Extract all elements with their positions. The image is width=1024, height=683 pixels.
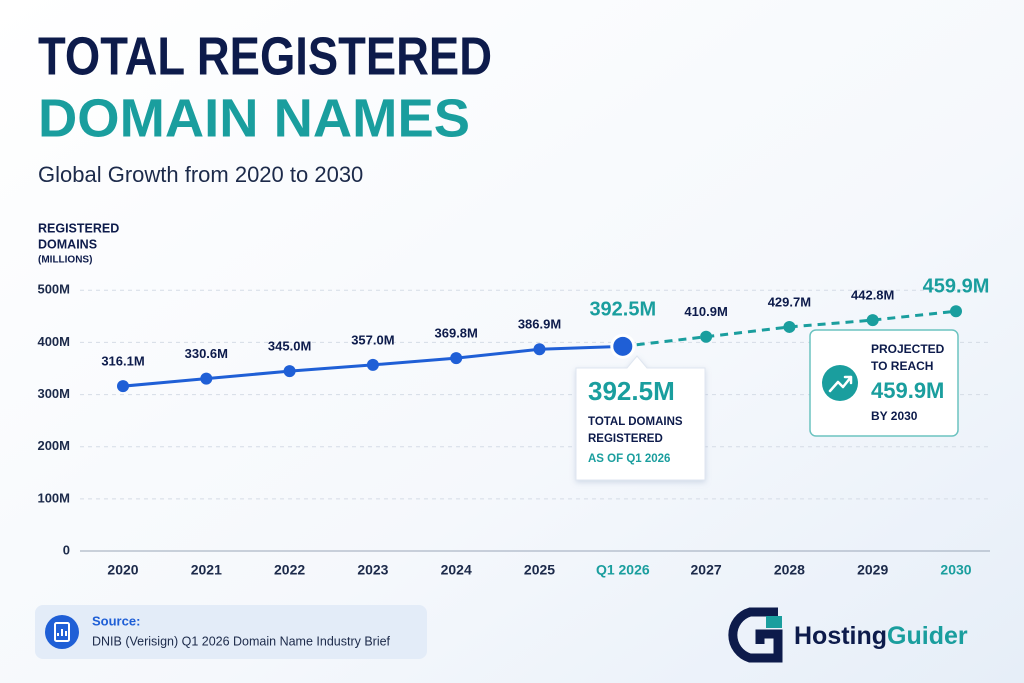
value-label: 357.0M bbox=[351, 332, 394, 347]
callout-subtext: AS OF Q1 2026 bbox=[588, 453, 670, 465]
x-tick-label: 2024 bbox=[441, 562, 472, 578]
y-tick-label: 400M bbox=[37, 334, 70, 349]
projection-subtext: BY 2030 bbox=[871, 409, 918, 423]
value-label: 392.5M bbox=[589, 299, 656, 321]
x-tick-label: 2029 bbox=[857, 562, 888, 578]
trend-arrow bbox=[828, 375, 853, 393]
callout-box bbox=[575, 355, 706, 481]
brand-logo bbox=[728, 607, 783, 663]
projection-value: 459.9M bbox=[871, 378, 944, 403]
point bbox=[366, 358, 379, 371]
value-label: 429.7M bbox=[768, 294, 811, 309]
x-tick-label: 2021 bbox=[191, 562, 222, 578]
value-label: 369.8M bbox=[435, 326, 478, 341]
title-line: DOMAIN NAMES bbox=[38, 88, 470, 148]
x-tick-label: Q1 2026 bbox=[596, 562, 650, 578]
value-label: 316.1M bbox=[101, 354, 144, 369]
callout-shape bbox=[575, 355, 706, 481]
value-label: 330.6M bbox=[185, 346, 228, 361]
projection-text: TO REACH bbox=[871, 359, 933, 373]
source-label: Source: bbox=[92, 613, 140, 628]
y-tick-label: 100M bbox=[37, 490, 70, 505]
source-box bbox=[35, 605, 427, 659]
value-label: 410.9M bbox=[684, 304, 727, 319]
y-tick-label: 200M bbox=[37, 438, 70, 453]
point bbox=[783, 320, 796, 333]
value-label: 459.9M bbox=[923, 275, 990, 297]
value-label: 345.0M bbox=[268, 339, 311, 354]
y-axis-unit: (MILLIONS) bbox=[38, 255, 92, 266]
callout-text: TOTAL DOMAINS bbox=[588, 416, 683, 428]
y-tick-label: 500M bbox=[37, 282, 70, 297]
projection-text: PROJECTED bbox=[871, 342, 945, 356]
point bbox=[117, 380, 129, 393]
brand-name: HostingGuider bbox=[794, 622, 968, 650]
projection-box bbox=[809, 329, 959, 437]
callout-text: REGISTERED bbox=[588, 433, 663, 445]
y-axis-label: REGISTERED bbox=[38, 221, 119, 235]
point bbox=[700, 330, 713, 343]
brand-part: Hosting bbox=[794, 622, 887, 650]
point bbox=[950, 305, 962, 318]
x-tick-label: 2030 bbox=[940, 562, 971, 578]
point bbox=[533, 343, 546, 356]
value-label: 442.8M bbox=[851, 288, 894, 303]
subtitle: Global Growth from 2020 to 2030 bbox=[38, 162, 363, 187]
y-tick-label: 300M bbox=[37, 386, 70, 401]
point-highlight bbox=[610, 333, 636, 359]
x-tick-label: 2027 bbox=[691, 562, 722, 578]
point bbox=[200, 372, 213, 385]
brand-part: Guider bbox=[887, 622, 968, 650]
y-axis-label: DOMAINS bbox=[38, 237, 97, 251]
x-tick-label: 2020 bbox=[107, 562, 138, 578]
plot: 0 100M 200M 300M 400M 500M 316.1M 2020 330.6M 202… bbox=[37, 275, 990, 578]
title-line: TOTAL REGISTERED bbox=[38, 26, 492, 86]
point bbox=[450, 352, 463, 365]
x-tick-label: 2025 bbox=[524, 562, 555, 578]
doc-icon bbox=[54, 622, 70, 642]
x-tick-label: 2023 bbox=[357, 562, 388, 578]
x-tick-label: 2022 bbox=[274, 562, 305, 578]
value-label: 386.9M bbox=[518, 317, 561, 332]
brand-logo-accent bbox=[766, 616, 782, 628]
y-tick-label: 0 bbox=[63, 542, 70, 557]
point bbox=[866, 314, 879, 327]
doc-bars bbox=[57, 629, 67, 636]
point bbox=[283, 365, 296, 378]
x-tick-label: 2028 bbox=[774, 562, 805, 578]
callout-value: 392.5M bbox=[588, 376, 675, 406]
source-text: DNIB (Verisign) Q1 2026 Domain Name Indu… bbox=[92, 634, 391, 648]
